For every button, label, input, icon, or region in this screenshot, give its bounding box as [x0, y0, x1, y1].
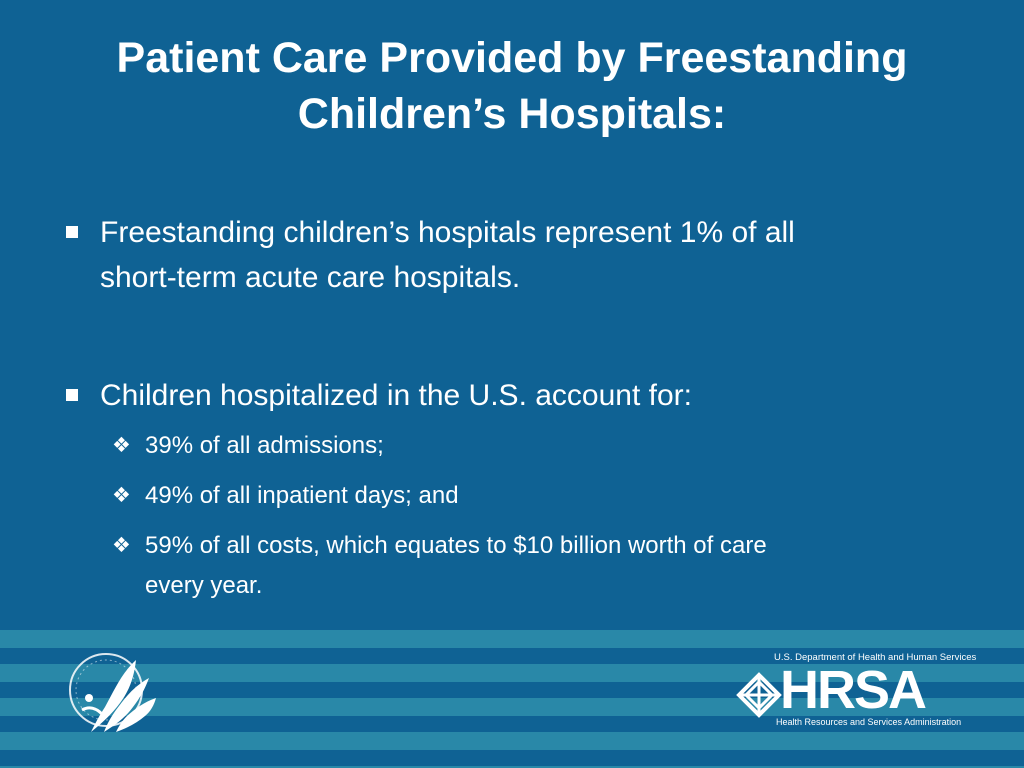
- hrsa-department-label: U.S. Department of Health and Human Serv…: [774, 652, 977, 663]
- sub-bullet-text: 49% of all inpatient days; and: [145, 482, 459, 509]
- square-bullet-icon: [66, 226, 78, 238]
- sub-bullet-list: ❖ 39% of all admissions; ❖ 49% of all in…: [112, 426, 982, 616]
- bullet-item-hospital-share: Freestanding children’s hospitals repres…: [62, 210, 962, 300]
- bullet-item-children-hospitalized: Children hospitalized in the U.S. accoun…: [62, 373, 962, 418]
- four-diamond-bullet-icon: ❖: [112, 484, 131, 507]
- sub-bullet-admissions: ❖ 39% of all admissions;: [112, 426, 982, 466]
- slide-title: Patient Care Provided by Freestanding Ch…: [40, 30, 984, 142]
- footer-stripe-band: [0, 630, 1024, 768]
- hrsa-knot-logo: [736, 672, 782, 718]
- bullet-text-line-1: Freestanding children’s hospitals repres…: [100, 216, 795, 249]
- bullet-text-line-2: short-term acute care hospitals.: [100, 261, 521, 294]
- slide-title-line-1: Patient Care Provided by Freestanding: [116, 34, 908, 82]
- bullet-row-children-hospitalized: Children hospitalized in the U.S. accoun…: [62, 373, 962, 418]
- slide-title-line-2: Children’s Hospitals:: [297, 90, 727, 138]
- sub-bullet-text-line-1: 59% of all costs, which equates to $10 b…: [145, 532, 767, 559]
- bullet-text-line-1: Children hospitalized in the U.S. accoun…: [100, 379, 692, 412]
- four-diamond-bullet-icon: ❖: [112, 534, 131, 557]
- sub-bullet-costs: ❖ 59% of all costs, which equates to $10…: [112, 526, 982, 606]
- bullet-row-hospital-share: Freestanding children’s hospitals repres…: [62, 210, 962, 300]
- hrsa-logo: U.S. Department of Health and Human Serv…: [736, 652, 977, 732]
- sub-bullet-inpatient-days: ❖ 49% of all inpatient days; and: [112, 476, 982, 516]
- hrsa-wordmark: HRSA: [780, 660, 927, 720]
- hrsa-administration-label: Health Resources and Services Administra…: [776, 717, 962, 727]
- square-bullet-icon: [66, 389, 78, 401]
- sub-bullet-text: 39% of all admissions;: [145, 432, 384, 459]
- four-diamond-bullet-icon: ❖: [112, 434, 131, 457]
- hhs-eagle-seal-logo: [69, 653, 156, 732]
- sub-bullet-text-line-2: every year.: [145, 572, 263, 599]
